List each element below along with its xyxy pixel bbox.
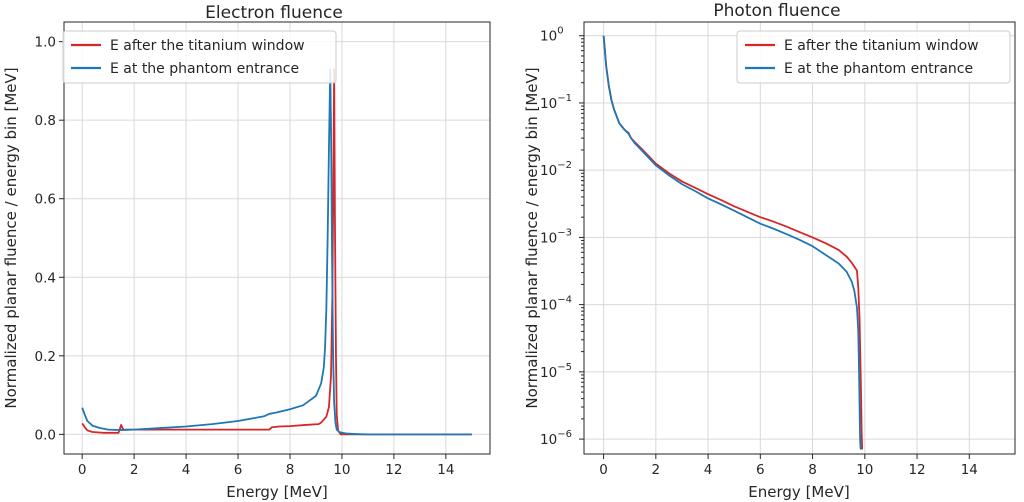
y-tick-label: 100	[540, 26, 564, 45]
legend-box	[62, 30, 337, 84]
x-tick-label: 4	[182, 462, 191, 478]
electron-fluence-plot-area	[63, 21, 491, 455]
y-tick-exponent: −2	[557, 160, 572, 171]
x-tick-label: 10	[333, 462, 350, 478]
electron-fluence-title: Electron fluence	[205, 3, 343, 23]
photon-fluence-title: Photon fluence	[713, 1, 840, 21]
y-tick-label: 0.8	[35, 113, 56, 129]
series-line-titanium-window	[602, 35, 864, 450]
y-tick-exponent: −4	[557, 295, 572, 306]
x-tick-label: 6	[756, 462, 765, 478]
x-tick-label: 8	[808, 462, 817, 478]
x-tick-label: 14	[961, 462, 978, 478]
x-tick-label: 6	[234, 462, 243, 478]
legend-box	[736, 30, 1011, 84]
y-tick-label: 10−2	[540, 160, 572, 179]
y-tick-label: 10−1	[540, 93, 572, 112]
legend-entry-titanium-window: E after the titanium window	[784, 38, 979, 54]
y-tick-label: 0.4	[35, 270, 56, 286]
y-tick-label: 10−4	[540, 295, 572, 314]
y-tick-exponent: −1	[557, 93, 572, 104]
y-tick-label: 10−5	[540, 362, 572, 381]
legend-entry-phantom-entrance: E at the phantom entrance	[110, 61, 299, 77]
photon-fluence-x-axis-label: Energy [MeV]	[748, 483, 849, 501]
series-line-phantom-entrance	[81, 68, 472, 436]
x-tick-label: 10	[856, 462, 873, 478]
y-tick-label: 10−3	[540, 227, 572, 246]
photon-fluence-plot-area	[583, 21, 1016, 455]
photon-fluence-y-axis-label: Normalized planar fluence / energy bin […	[523, 67, 541, 408]
x-tick-label: 12	[908, 462, 925, 478]
x-tick-label: 2	[130, 462, 139, 478]
series-line-phantom-entrance	[602, 35, 862, 450]
series-line-titanium-window	[81, 68, 472, 436]
y-tick-exponent: −6	[557, 429, 572, 440]
electron-fluence-panel: Electron fluence 0 2 4 6 8 10 12 14 0.0 0.2 0.4 0.6…	[2, 3, 491, 501]
x-tick-label: 14	[437, 462, 454, 478]
x-tick-label: 2	[652, 462, 661, 478]
x-tick-label: 0	[599, 462, 608, 478]
electron-fluence-x-axis-label: Energy [MeV]	[226, 483, 327, 501]
y-tick-exponent: −3	[557, 227, 572, 238]
y-tick-label: 10−6	[540, 429, 572, 448]
photon-fluence-legend: E after the titanium window E at the pha…	[736, 30, 1011, 84]
electron-fluence-legend: E after the titanium window E at the pha…	[62, 30, 337, 84]
y-tick-label: 0.0	[35, 427, 56, 443]
y-tick-label: 0.6	[35, 192, 56, 208]
x-tick-label: 8	[286, 462, 295, 478]
y-tick-label: 0.2	[35, 349, 56, 365]
electron-fluence-y-axis-label: Normalized planar fluence / energy bin […	[2, 67, 20, 408]
photon-fluence-panel: Photon fluence 0 2 4 6 8 10 12 14 10−6 10−5 10−4 10…	[523, 1, 1016, 501]
x-tick-label: 4	[704, 462, 713, 478]
x-tick-label: 12	[385, 462, 402, 478]
y-tick-exponent: −5	[557, 362, 572, 373]
legend-entry-phantom-entrance: E at the phantom entrance	[784, 61, 973, 77]
legend-entry-titanium-window: E after the titanium window	[110, 38, 305, 54]
y-tick-label: 1.0	[35, 35, 56, 51]
x-tick-label: 0	[78, 462, 87, 478]
y-tick-exponent: 0	[557, 26, 563, 37]
